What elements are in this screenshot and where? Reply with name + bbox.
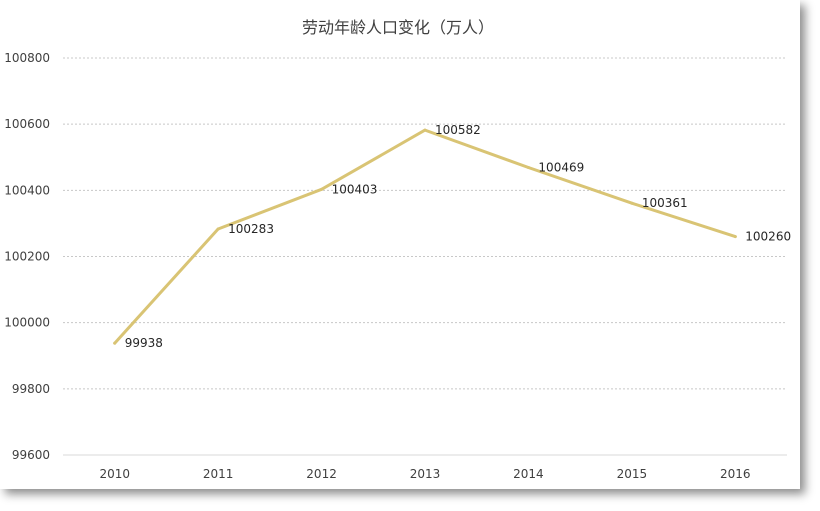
gridlines xyxy=(63,57,787,456)
x-tick-label: 2010 xyxy=(99,467,130,481)
data-label: 100260 xyxy=(745,230,791,244)
x-tick-label: 2013 xyxy=(410,467,441,481)
data-label: 100403 xyxy=(332,182,378,196)
y-axis-ticks: 100800 100600 100400 100200 100000 99800 99600 xyxy=(4,51,50,462)
data-point xyxy=(320,187,324,191)
y-tick-label: 100200 xyxy=(4,250,50,264)
y-tick-label: 99600 xyxy=(12,448,50,462)
x-tick-label: 2011 xyxy=(203,467,234,481)
data-point xyxy=(630,201,634,205)
y-tick-label: 100400 xyxy=(4,183,50,197)
data-label: 100582 xyxy=(435,123,481,137)
series-layer xyxy=(113,128,737,345)
x-tick-label: 2012 xyxy=(306,467,337,481)
data-label: 99938 xyxy=(125,336,163,350)
data-label: 100283 xyxy=(228,222,274,236)
data-point xyxy=(733,235,737,239)
data-point xyxy=(113,341,117,345)
x-axis-ticks: 2010 2011 2012 2013 2014 2015 2016 xyxy=(99,467,750,481)
x-tick-label: 2015 xyxy=(617,467,648,481)
y-tick-label: 100600 xyxy=(4,117,50,131)
x-tick-label: 2014 xyxy=(513,467,544,481)
chart-title: 劳动年龄人口变化（万人） xyxy=(302,18,494,37)
chart-card: 劳动年龄人口变化（万人） 100800 100600 100400 100200 100… xyxy=(4,18,792,481)
y-tick-label: 100800 xyxy=(4,51,50,65)
y-tick-label: 100000 xyxy=(4,316,50,330)
data-point xyxy=(423,128,427,132)
data-point xyxy=(526,166,530,170)
y-tick-label: 99800 xyxy=(12,382,50,396)
series-line xyxy=(113,128,737,345)
x-tick-label: 2016 xyxy=(720,467,751,481)
data-labels: 99938 100283 100403 100582 100469 100361 10026… xyxy=(125,123,791,350)
data-label: 100361 xyxy=(642,196,688,210)
data-point xyxy=(216,227,220,231)
data-label: 100469 xyxy=(538,161,584,175)
